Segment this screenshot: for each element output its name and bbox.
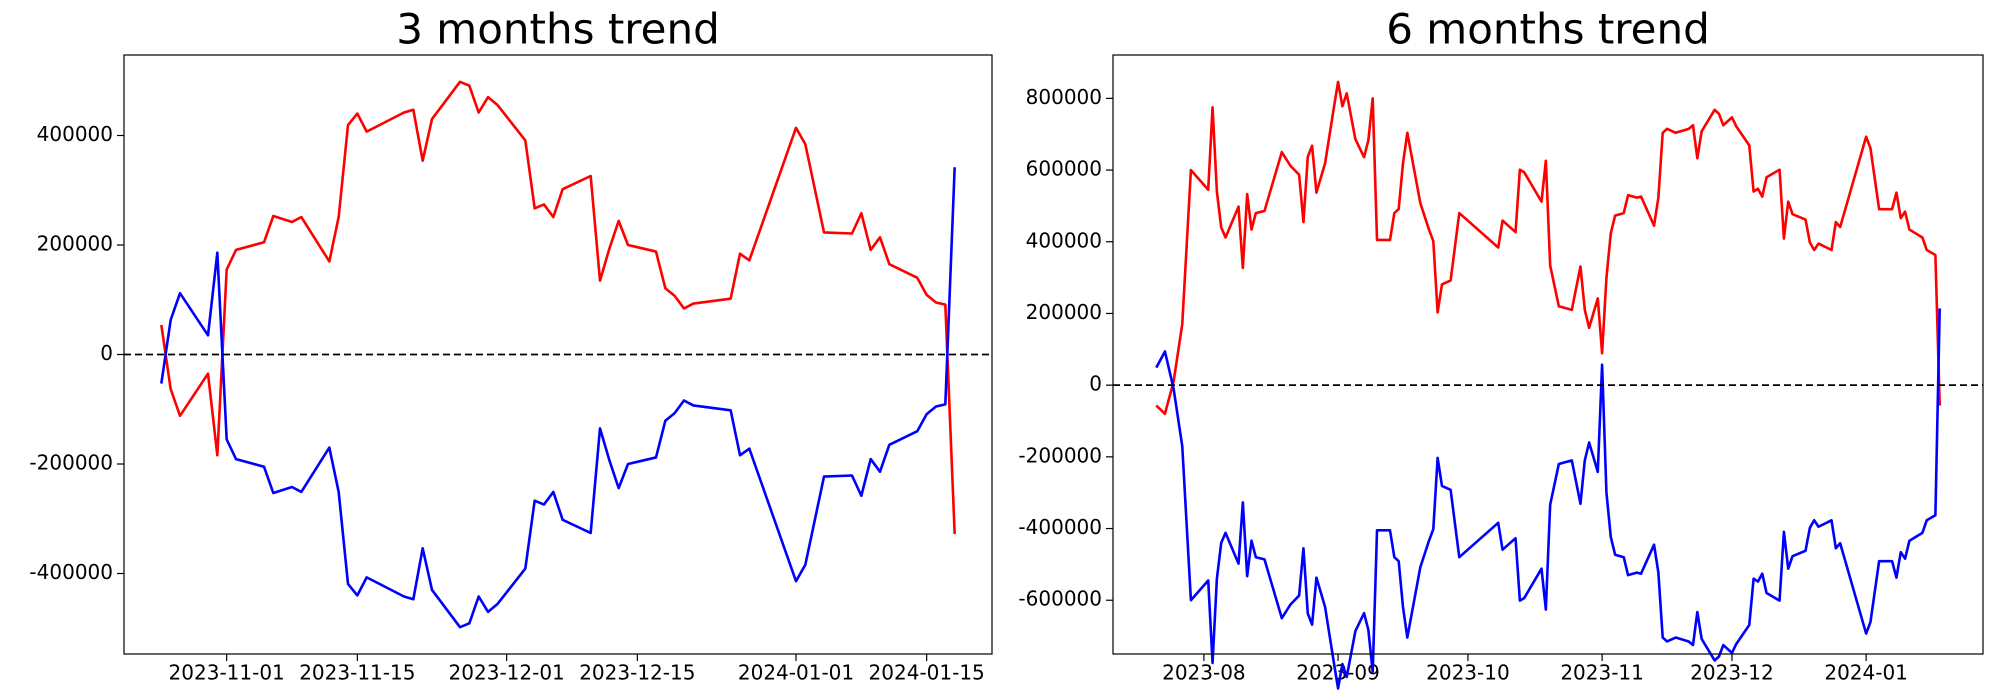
series-line <box>160 80 956 535</box>
x-tick-label: 2023-12-15 <box>579 661 695 685</box>
x-tick-label: 2023-12 <box>1690 661 1774 685</box>
y-tick-label: 600000 <box>1026 157 1102 181</box>
x-tick-label: 2023-08 <box>1162 661 1246 685</box>
chart-title: 3 months trend <box>396 5 720 54</box>
y-tick-label: 400000 <box>1026 228 1102 252</box>
series-line <box>1155 308 1942 690</box>
x-tick-label: 2024-01 <box>1824 661 1908 685</box>
y-tick-label: -200000 <box>1018 443 1102 467</box>
y-tick-label: -200000 <box>29 451 113 475</box>
y-tick-label: 0 <box>100 341 113 365</box>
axes-frame <box>123 54 993 655</box>
x-tick-label: 2023-11 <box>1560 661 1644 685</box>
y-tick-label: 200000 <box>1026 300 1102 324</box>
y-tick-label: -400000 <box>1018 515 1102 539</box>
x-tick-label: 2023-10 <box>1426 661 1510 685</box>
x-tick-label: 2023-12-01 <box>449 661 565 685</box>
series-line <box>160 167 956 629</box>
series-line <box>1155 80 1942 416</box>
axes-frame <box>1112 54 1984 655</box>
y-tick-label: -400000 <box>29 560 113 584</box>
y-tick-label: 400000 <box>37 122 113 146</box>
x-tick-label: 2024-01-01 <box>738 661 854 685</box>
chart-title: 6 months trend <box>1386 5 1710 54</box>
y-tick-label: 800000 <box>1026 85 1102 109</box>
x-tick-label: 2023-11-15 <box>299 661 415 685</box>
y-tick-label: -600000 <box>1018 587 1102 611</box>
y-tick-label: 200000 <box>37 231 113 255</box>
x-tick-label: 2024-01-15 <box>869 661 985 685</box>
y-tick-label: 0 <box>1089 372 1102 396</box>
x-tick-label: 2023-11-01 <box>169 661 285 685</box>
